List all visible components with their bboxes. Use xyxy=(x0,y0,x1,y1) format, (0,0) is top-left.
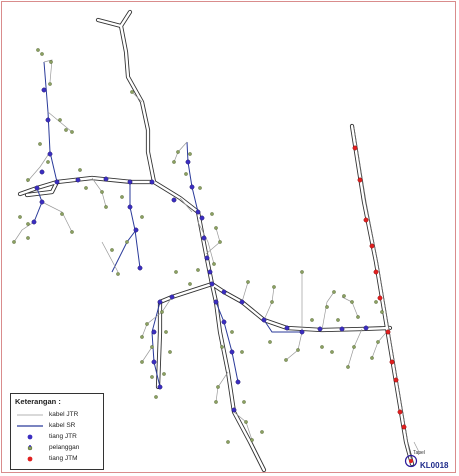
legend-label: kabel SR xyxy=(49,422,76,429)
sr-cables xyxy=(33,61,302,388)
poles-jtr xyxy=(31,87,369,413)
road-north-branch xyxy=(95,9,393,333)
legend-item-pelanggan: pelanggan xyxy=(15,443,103,453)
jtm-line xyxy=(353,127,413,463)
substation-marker xyxy=(404,454,418,468)
customer-icon xyxy=(27,445,33,451)
legend-item-kabel-sr: kabel SR xyxy=(15,421,103,431)
thick-line-icon xyxy=(17,425,43,427)
map-legend: Keterangan : kabel JTR kabel SR tiang JT… xyxy=(10,393,104,470)
legend-item-tiang-jtr: tiang JTR xyxy=(15,432,103,442)
jtr-cables xyxy=(13,59,421,455)
substation-label: KL0018 xyxy=(420,461,449,470)
pole-jtr-icon xyxy=(27,434,33,440)
legend-label: pelanggan xyxy=(49,444,80,451)
legend-item-kabel-jtr: kabel JTR xyxy=(15,410,103,420)
legend-label: tiang JTR xyxy=(49,433,77,440)
thin-line-icon xyxy=(17,414,43,416)
legend-label: tiang JTM xyxy=(49,455,78,462)
legend-label: kabel JTR xyxy=(49,411,79,418)
pole-jtm-icon xyxy=(27,456,33,462)
substation-small-label: Tapel xyxy=(413,450,425,456)
legend-item-tiang-jtm: tiang JTM xyxy=(15,454,103,464)
poles-jtm xyxy=(352,145,407,430)
customers xyxy=(12,48,384,444)
legend-title: Keterangan : xyxy=(15,397,61,406)
